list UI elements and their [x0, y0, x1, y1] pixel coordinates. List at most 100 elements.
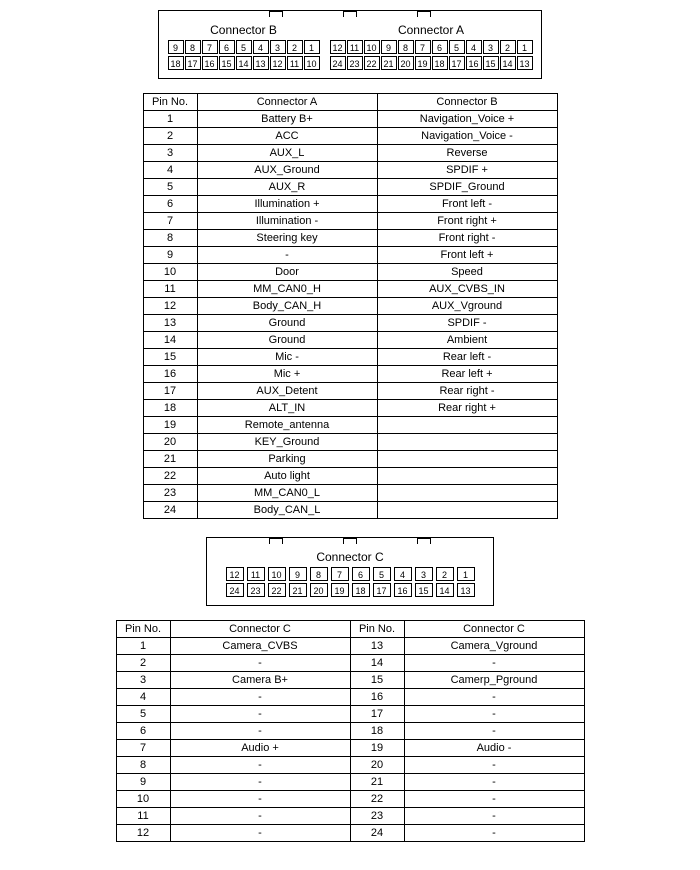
table-cell: 18 [350, 723, 404, 740]
table-cell: Rear left - [377, 349, 557, 366]
table-row: 21Parking [143, 451, 557, 468]
table-cell: 9 [116, 774, 170, 791]
pin-cell: 2 [436, 567, 454, 581]
pin-cell: 22 [268, 583, 286, 597]
pin-cell: 2 [500, 40, 516, 54]
table-cell: ACC [197, 128, 377, 145]
pin-cell: 18 [432, 56, 448, 70]
table-cell: 22 [143, 468, 197, 485]
table-cell: Ground [197, 315, 377, 332]
pin-cell: 10 [364, 40, 380, 54]
pin-cell: 9 [168, 40, 184, 54]
pin-cell: 16 [466, 56, 482, 70]
table-cell: 17 [350, 706, 404, 723]
table-cell: 16 [143, 366, 197, 383]
table-cell: Camera B+ [170, 672, 350, 689]
table-cell: 23 [143, 485, 197, 502]
table-row: 9-21- [116, 774, 584, 791]
table-cell: 12 [143, 298, 197, 315]
table-row: 7Audio +19Audio - [116, 740, 584, 757]
table-row: 10-22- [116, 791, 584, 808]
table-cell: SPDIF + [377, 162, 557, 179]
pin-cell: 15 [219, 56, 235, 70]
table-cell: 5 [116, 706, 170, 723]
table-row: 8Steering keyFront right - [143, 230, 557, 247]
pin-cell: 14 [436, 583, 454, 597]
pin-cell: 3 [270, 40, 286, 54]
connector-c-shell: Connector C 1211109876543212423222120191… [206, 537, 494, 606]
table-row: 17AUX_DetentRear right - [143, 383, 557, 400]
connector-block: Connector B987654321181716151413121110 [168, 23, 320, 70]
table-cell: 24 [143, 502, 197, 519]
table-cell: - [404, 723, 584, 740]
pin-cell: 11 [247, 567, 265, 581]
pin-cell: 1 [457, 567, 475, 581]
table-cell: Audio + [170, 740, 350, 757]
pin-cell: 12 [330, 40, 346, 54]
table-cell: AUX_L [197, 145, 377, 162]
table-cell: 16 [350, 689, 404, 706]
table-cell: 2 [116, 655, 170, 672]
table-cell: Audio - [404, 740, 584, 757]
pin-cell: 6 [432, 40, 448, 54]
pin-cell: 11 [287, 56, 303, 70]
table-cell: 22 [350, 791, 404, 808]
pin-cell: 11 [347, 40, 363, 54]
table-cell: 6 [143, 196, 197, 213]
connector-ab-row: Connector B987654321181716151413121110Co… [167, 23, 533, 70]
table-cell: 1 [143, 111, 197, 128]
table-cell: 19 [143, 417, 197, 434]
table-cell: 6 [116, 723, 170, 740]
table-cell: - [170, 655, 350, 672]
pin-cell: 15 [415, 583, 433, 597]
table-cell: AUX_Ground [197, 162, 377, 179]
table-cell: Navigation_Voice + [377, 111, 557, 128]
pin-cell: 18 [352, 583, 370, 597]
table-row: 4-16- [116, 689, 584, 706]
table-cell: - [404, 689, 584, 706]
connector-label: Connector B [168, 23, 320, 37]
table-row: 1Battery B+Navigation_Voice + [143, 111, 557, 128]
pin-cell: 7 [331, 567, 349, 581]
table-cell: 15 [350, 672, 404, 689]
pin-cell: 4 [253, 40, 269, 54]
pin-cell: 4 [394, 567, 412, 581]
table-cell: 7 [116, 740, 170, 757]
connector-block: Connector A12111098765432124232221201918… [330, 23, 533, 70]
table-row: 3Camera B+15Camerp_Pground [116, 672, 584, 689]
pin-cell: 19 [331, 583, 349, 597]
table-cell: 20 [350, 757, 404, 774]
pin-cell: 8 [185, 40, 201, 54]
table-cell: 14 [143, 332, 197, 349]
pin-cell: 23 [247, 583, 265, 597]
table-cell: Camera_Vground [404, 638, 584, 655]
table-cell: Mic + [197, 366, 377, 383]
table-cell: Front left + [377, 247, 557, 264]
table-cell: Speed [377, 264, 557, 281]
pin-cell: 15 [483, 56, 499, 70]
table-cell: 8 [116, 757, 170, 774]
pin-cell: 5 [373, 567, 391, 581]
pin-cell: 22 [364, 56, 380, 70]
table-row: 7Illumination -Front right + [143, 213, 557, 230]
table-cell: - [170, 723, 350, 740]
table-cell: MM_CAN0_L [197, 485, 377, 502]
table-header: Connector B [377, 94, 557, 111]
table-cell: 9 [143, 247, 197, 264]
table-cell: MM_CAN0_H [197, 281, 377, 298]
table-row: 2ACCNavigation_Voice - [143, 128, 557, 145]
pin-cell: 21 [289, 583, 307, 597]
connector-c-pins: 121110987654321242322212019181716151413 [215, 567, 485, 597]
pin-cell: 7 [202, 40, 218, 54]
table-cell: - [404, 655, 584, 672]
table-cell: - [170, 791, 350, 808]
pin-cell: 4 [466, 40, 482, 54]
connector-c-label: Connector C [215, 550, 485, 564]
table-row: 22Auto light [143, 468, 557, 485]
table-cell: 13 [143, 315, 197, 332]
table-row: 20KEY_Ground [143, 434, 557, 451]
table-cell: Door [197, 264, 377, 281]
pin-cell: 6 [352, 567, 370, 581]
table-cell: 18 [143, 400, 197, 417]
table-row: 4AUX_GroundSPDIF + [143, 162, 557, 179]
